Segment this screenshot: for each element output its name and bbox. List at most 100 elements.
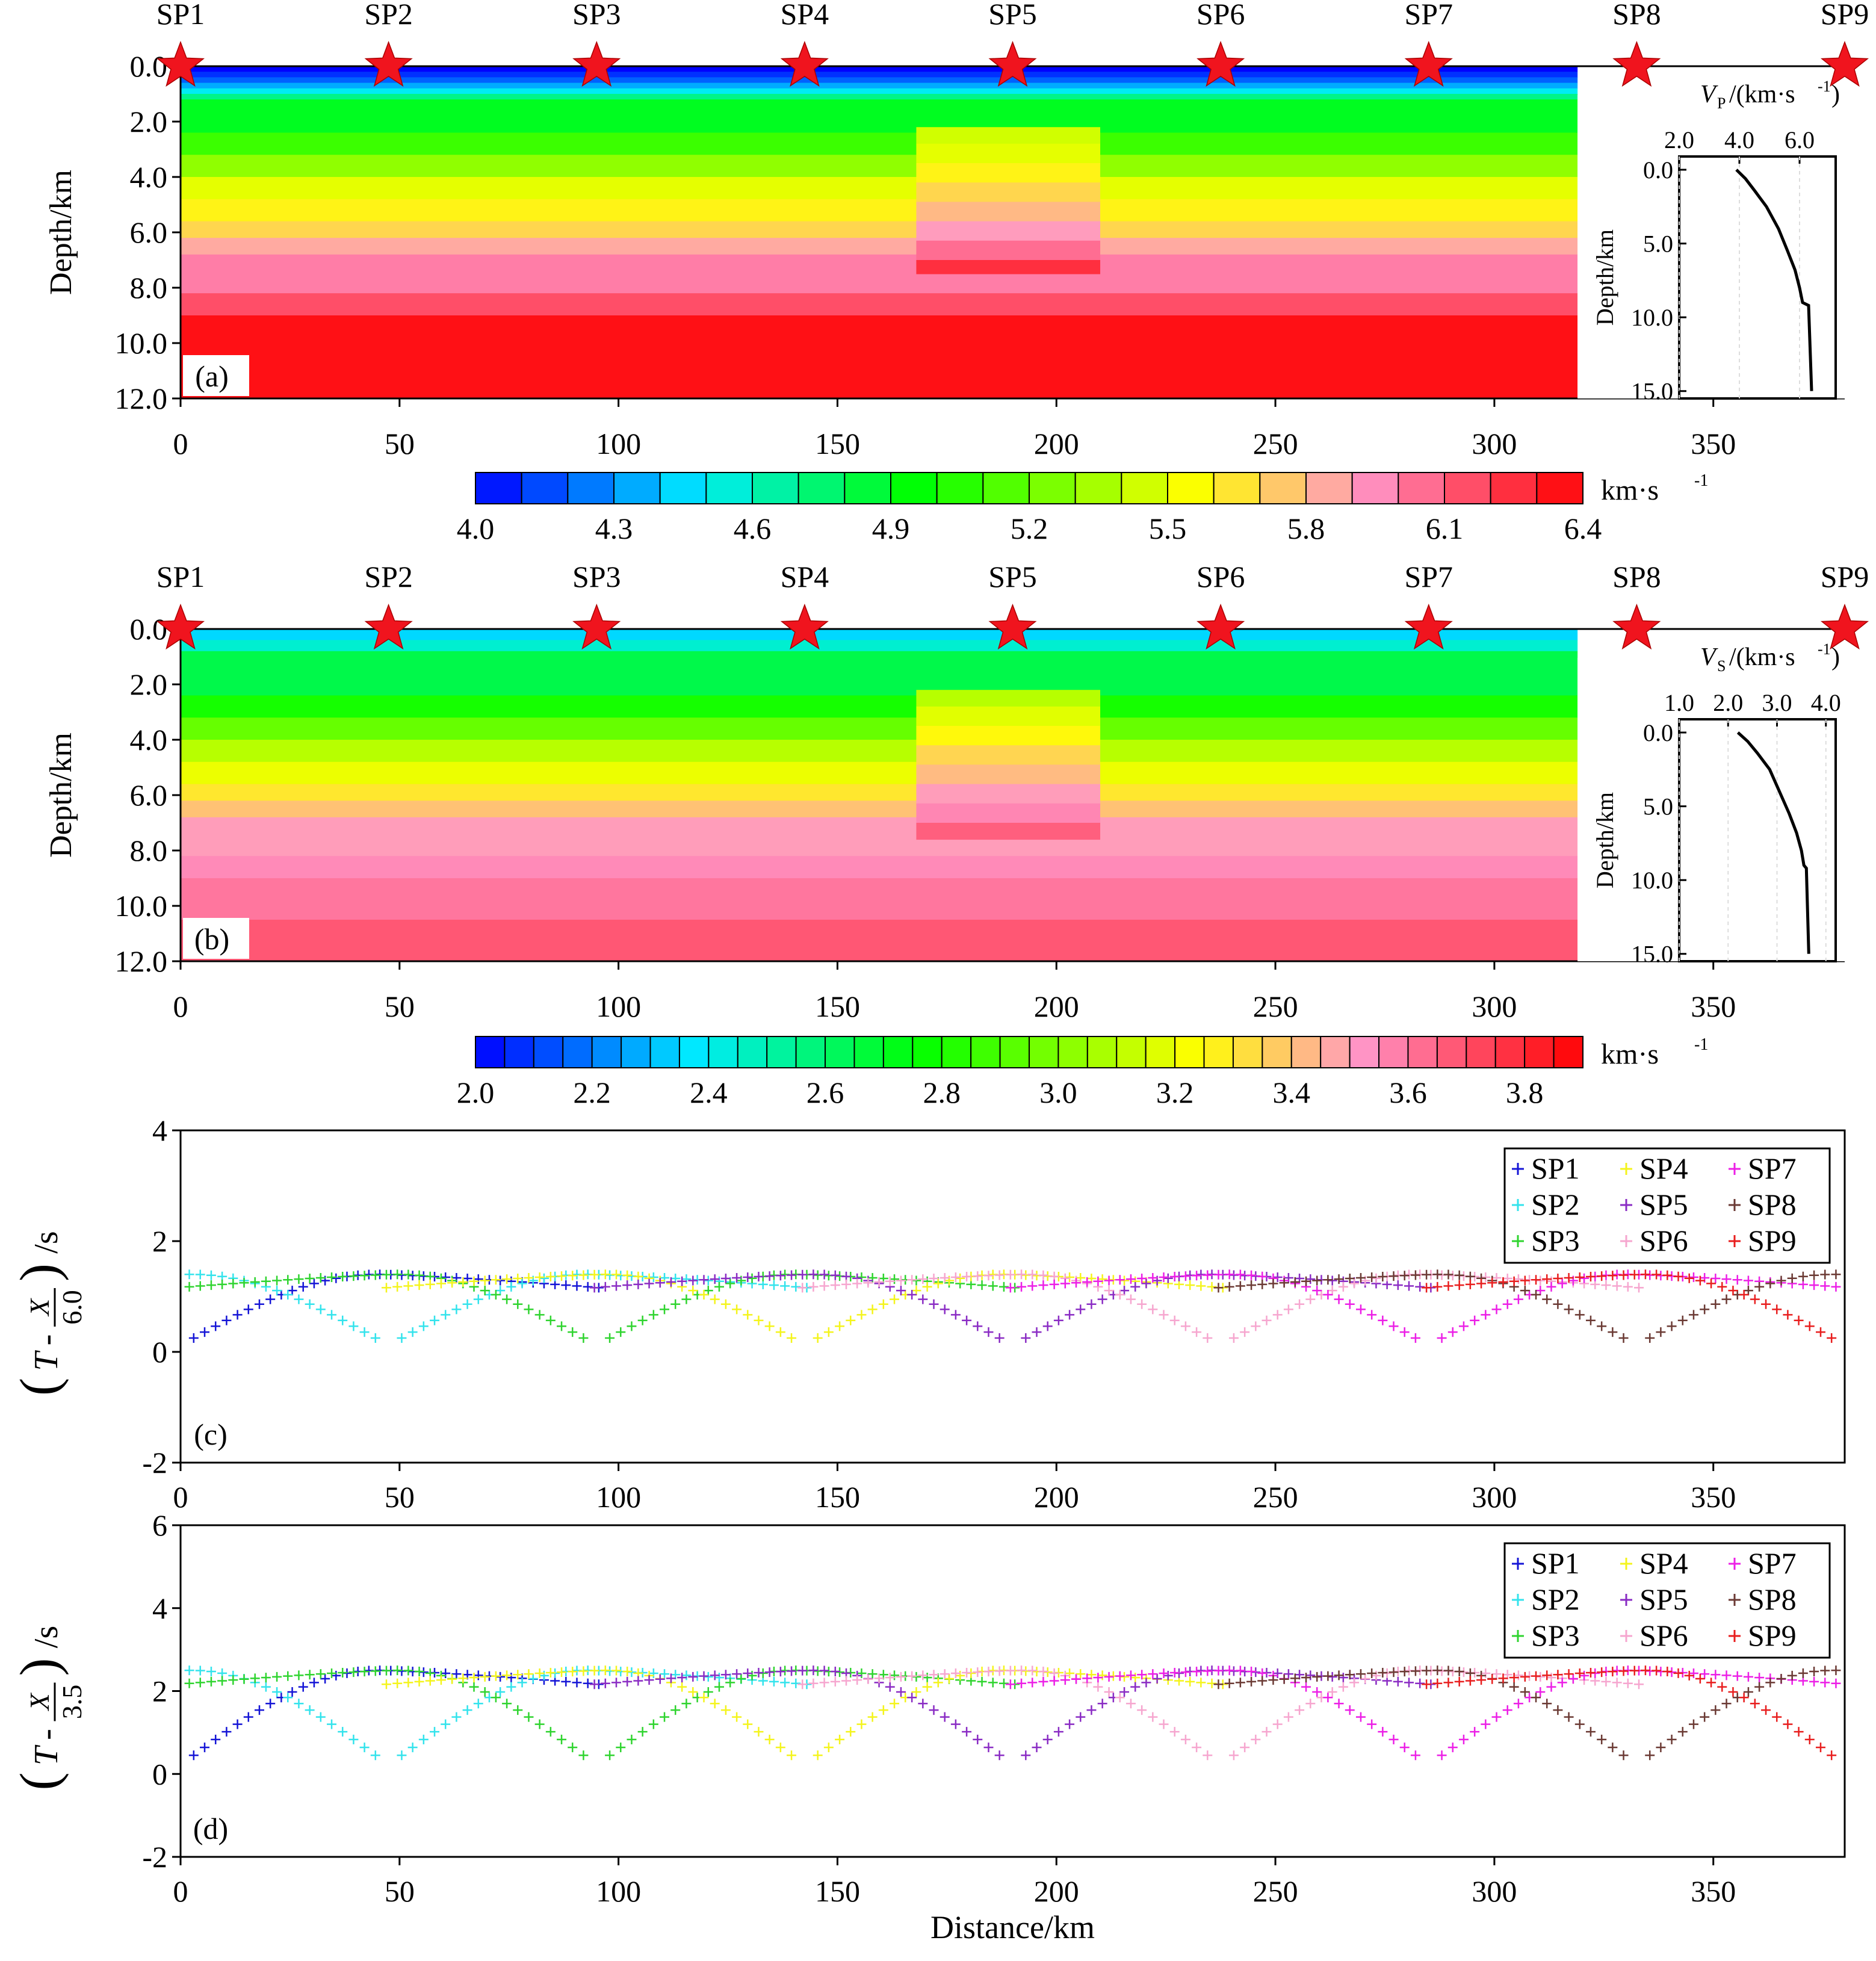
data-point (1027, 1678, 1038, 1688)
data-point (524, 1669, 534, 1679)
x-tick-label: 200 (1034, 990, 1079, 1023)
data-point (940, 1272, 950, 1283)
x-tick-label: 250 (1253, 990, 1298, 1023)
data-point (502, 1670, 512, 1681)
data-point (754, 1668, 764, 1678)
data-point (1761, 1705, 1771, 1715)
data-point (1684, 1670, 1694, 1681)
data-point (1104, 1286, 1114, 1296)
data-point (1608, 1271, 1618, 1281)
data-point (787, 1750, 797, 1761)
data-point (714, 1673, 724, 1683)
data-point (1520, 1687, 1530, 1697)
data-point (1119, 1286, 1130, 1296)
data-point (681, 1274, 692, 1284)
colorbar-segment (970, 1036, 1001, 1068)
data-point (1443, 1678, 1453, 1688)
inset-velocity-profile (1736, 731, 1810, 954)
x-tick-label: 350 (1691, 1874, 1736, 1908)
data-point (1192, 1271, 1202, 1281)
data-point (1021, 1333, 1031, 1343)
data-point (1809, 1270, 1819, 1280)
data-point (890, 1294, 900, 1304)
data-point (1422, 1679, 1432, 1690)
data-point (660, 1304, 670, 1315)
data-point (1246, 1667, 1257, 1677)
data-point (1579, 1670, 1590, 1681)
legend-label: SP1 (1531, 1546, 1580, 1580)
colorbar-segment (1436, 1036, 1467, 1068)
inset-y-tick-label: 10.0 (1631, 867, 1673, 894)
data-point (331, 1273, 341, 1283)
velocity-layer (181, 640, 1578, 652)
data-point (1323, 1693, 1333, 1703)
data-point (780, 1678, 790, 1688)
data-point (791, 1678, 801, 1688)
data-point (1005, 1269, 1015, 1280)
data-point (1042, 1321, 1053, 1331)
y-tick-label: 2.0 (130, 668, 168, 701)
data-point (1458, 1321, 1469, 1331)
velocity-layer (181, 920, 1578, 962)
shot-point-label: SP2 (364, 560, 413, 593)
shot-point-star (156, 40, 205, 87)
data-point (1246, 1270, 1257, 1280)
data-point (1535, 1687, 1546, 1697)
x-tick-label: 150 (815, 427, 860, 460)
data-point (1743, 1286, 1753, 1296)
data-point (1235, 1678, 1245, 1688)
data-point (1794, 1727, 1804, 1737)
data-point (863, 1674, 873, 1684)
data-point (1192, 1327, 1202, 1337)
data-point (1038, 1676, 1048, 1687)
data-point (1185, 1280, 1195, 1290)
data-point (359, 1271, 370, 1281)
data-point (1695, 1674, 1705, 1684)
shot-point-star (572, 603, 621, 650)
data-point (1141, 1278, 1151, 1289)
colorbar-tick-label: 3.0 (1039, 1076, 1077, 1109)
data-point (1574, 1310, 1585, 1320)
data-point (1224, 1665, 1234, 1676)
data-point (648, 1719, 658, 1729)
data-point (819, 1281, 829, 1291)
x-tick-label: 100 (596, 1874, 641, 1908)
data-point (1443, 1665, 1453, 1676)
data-point (1717, 1682, 1727, 1692)
data-point (940, 1304, 950, 1315)
data-point (480, 1687, 490, 1697)
data-point (200, 1327, 210, 1337)
data-point (1827, 1750, 1837, 1761)
data-point (1673, 1668, 1683, 1678)
data-point (1097, 1274, 1107, 1284)
data-point (473, 1699, 483, 1709)
data-point (1185, 1676, 1195, 1687)
data-point (1262, 1315, 1272, 1325)
data-point (491, 1275, 501, 1285)
colorbar-segment (1074, 472, 1122, 504)
x-tick-label: 250 (1253, 1480, 1298, 1514)
data-point (1710, 1274, 1721, 1284)
data-point (1629, 1269, 1639, 1280)
data-point (977, 1280, 987, 1290)
data-point (451, 1669, 462, 1679)
data-point (1053, 1727, 1063, 1737)
data-point (1148, 1272, 1158, 1283)
data-point (327, 1668, 337, 1679)
data-point (397, 1750, 407, 1761)
data-point (1710, 1705, 1721, 1715)
data-point (221, 1727, 232, 1737)
data-point (611, 1281, 621, 1291)
data-point (666, 1277, 676, 1287)
data-point (469, 1276, 479, 1286)
data-point (1224, 1678, 1234, 1688)
data-point (359, 1667, 370, 1677)
legend-label: SP4 (1639, 1151, 1688, 1185)
legend-marker (1512, 1630, 1524, 1642)
data-point (370, 1666, 380, 1676)
data-point (1137, 1274, 1147, 1284)
panel-b: 0 50 100 150 200 250 300 350 0.0 2.0 4.0 6.0 8.0 10.0… (44, 560, 1869, 1109)
data-point (823, 1743, 834, 1753)
data-point (1159, 1719, 1169, 1729)
